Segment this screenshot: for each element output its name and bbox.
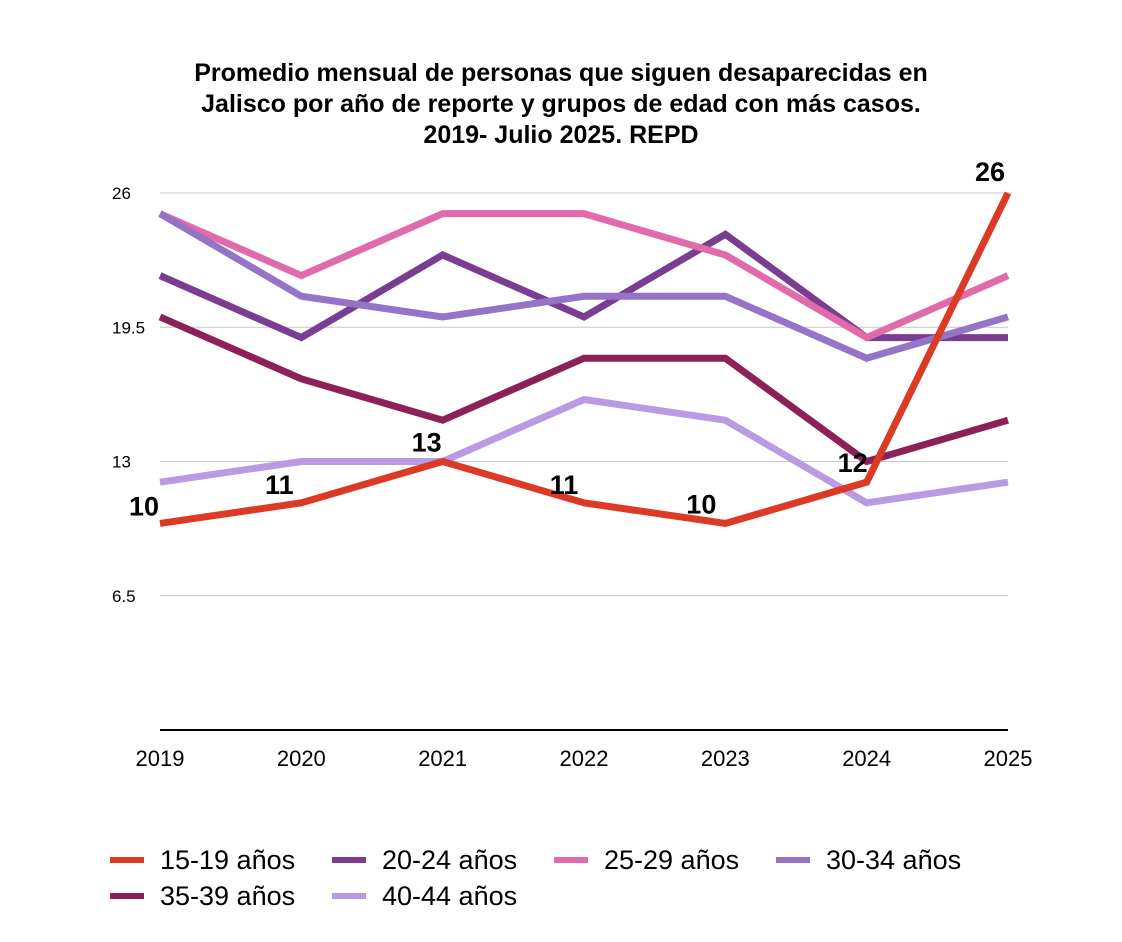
series-line-35-39 (158, 313, 1009, 466)
legend: 15-19 años 20-24 años 25-29 años 30-34 a… (110, 842, 1070, 914)
chart-title: Promedio mensual de personas que siguen … (0, 58, 1122, 151)
data-label: 26 (975, 157, 1005, 187)
y-tick-label: 13 (112, 453, 131, 472)
chart-title-line: Jalisco por año de reporte y grupos de e… (201, 90, 921, 118)
legend-swatch (776, 857, 810, 863)
label-layer: 26 19.5 13 6.5 2019 2020 2021 2022 2023 2024 2025 1… (112, 157, 1032, 771)
x-tick-label: 2022 (560, 746, 609, 771)
legend-item-40-44: 40-44 años (332, 881, 554, 912)
chart-title-line: Promedio mensual de personas que siguen … (194, 59, 928, 87)
legend-row: 35-39 años 40-44 años (110, 878, 1070, 914)
data-label: 11 (550, 470, 579, 500)
x-tick-label: 2021 (418, 746, 467, 771)
legend-swatch (332, 857, 366, 863)
x-tick-label: 2020 (277, 746, 326, 771)
legend-item-20-24: 20-24 años (332, 845, 554, 876)
legend-item-15-19: 15-19 años (110, 845, 332, 876)
legend-label: 15-19 años (160, 844, 296, 875)
series-line-15-19 (159, 191, 1012, 528)
chart-title-line: 2019- Julio 2025. REPD (423, 121, 699, 149)
legend-label: 25-29 años (604, 844, 740, 875)
line-chart: 26 19.5 13 6.5 2019 2020 2021 2022 2023 2024 2025 1… (112, 157, 1032, 771)
legend-label: 20-24 años (382, 844, 518, 875)
y-tick-label: 6.5 (112, 587, 136, 606)
y-tick-label: 26 (112, 184, 131, 203)
data-label: 10 (129, 491, 159, 521)
legend-swatch (110, 893, 144, 899)
legend-label: 35-39 años (160, 880, 296, 911)
x-tick-label: 2025 (984, 746, 1033, 771)
legend-swatch (110, 857, 144, 863)
legend-swatch (332, 893, 366, 899)
x-tick-label: 2019 (136, 746, 185, 771)
series-line-40-44 (159, 395, 1009, 507)
x-tick-label: 2023 (701, 746, 750, 771)
legend-label: 30-34 años (826, 844, 962, 875)
series-line-25-29 (158, 210, 1010, 342)
data-label: 13 (412, 428, 442, 458)
series-layer (158, 191, 1012, 528)
legend-row: 15-19 años 20-24 años 25-29 años 30-34 a… (110, 842, 1070, 878)
legend-swatch (554, 857, 588, 863)
legend-label: 40-44 años (382, 880, 518, 911)
x-tick-label: 2024 (842, 746, 891, 771)
data-label: 12 (838, 448, 868, 478)
data-label: 10 (686, 489, 716, 519)
legend-item-35-39: 35-39 años (110, 881, 332, 912)
data-label: 11 (265, 470, 294, 500)
legend-item-30-34: 30-34 años (776, 845, 998, 876)
y-tick-label: 19.5 (112, 318, 145, 337)
series-line-30-34 (158, 210, 1009, 362)
legend-item-25-29: 25-29 años (554, 845, 776, 876)
